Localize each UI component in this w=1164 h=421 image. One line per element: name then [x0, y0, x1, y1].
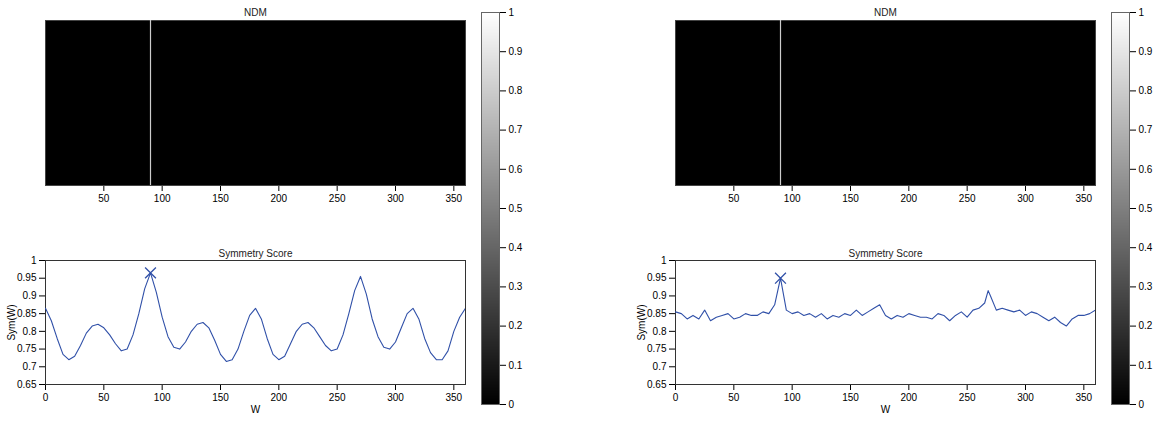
svg-text:350: 350 [1075, 392, 1092, 403]
svg-text:0: 0 [43, 392, 49, 403]
svg-text:50: 50 [98, 193, 110, 204]
svg-text:0: 0 [509, 399, 515, 410]
svg-text:300: 300 [387, 392, 404, 403]
svg-text:0.95: 0.95 [647, 272, 667, 283]
svg-text:50: 50 [728, 193, 740, 204]
svg-text:250: 250 [329, 193, 346, 204]
svg-text:0.75: 0.75 [647, 343, 667, 354]
svg-text:0.4: 0.4 [1139, 242, 1153, 253]
svg-text:NDM: NDM [874, 7, 897, 18]
svg-text:0.1: 0.1 [1139, 360, 1153, 371]
svg-text:1: 1 [509, 7, 515, 18]
svg-text:0.5: 0.5 [509, 203, 523, 214]
svg-text:0.65: 0.65 [17, 379, 37, 390]
svg-text:0.9: 0.9 [1139, 46, 1153, 57]
svg-text:0.7: 0.7 [23, 361, 37, 372]
svg-text:50: 50 [728, 392, 740, 403]
svg-text:350: 350 [445, 392, 462, 403]
svg-text:0.9: 0.9 [509, 46, 523, 57]
svg-text:0.2: 0.2 [1139, 320, 1153, 331]
svg-text:300: 300 [1017, 193, 1034, 204]
svg-text:0.65: 0.65 [647, 379, 667, 390]
svg-text:0.3: 0.3 [1139, 281, 1153, 292]
svg-text:0.7: 0.7 [1139, 124, 1153, 135]
svg-text:0.1: 0.1 [509, 360, 523, 371]
svg-text:NDM: NDM [244, 7, 267, 18]
svg-text:150: 150 [842, 193, 859, 204]
svg-text:200: 200 [900, 193, 917, 204]
svg-text:250: 250 [959, 392, 976, 403]
svg-text:350: 350 [1075, 193, 1092, 204]
svg-text:300: 300 [1017, 392, 1034, 403]
svg-text:100: 100 [154, 392, 171, 403]
svg-text:100: 100 [154, 193, 171, 204]
svg-text:0.2: 0.2 [509, 320, 523, 331]
svg-text:150: 150 [842, 392, 859, 403]
svg-text:1: 1 [661, 255, 667, 266]
svg-text:0.75: 0.75 [17, 343, 37, 354]
svg-text:150: 150 [212, 392, 229, 403]
svg-text:50: 50 [98, 392, 110, 403]
svg-text:200: 200 [270, 193, 287, 204]
svg-text:0: 0 [673, 392, 679, 403]
svg-text:350: 350 [445, 193, 462, 204]
svg-text:W: W [881, 404, 891, 415]
svg-text:W: W [251, 404, 261, 415]
svg-text:200: 200 [900, 392, 917, 403]
svg-text:200: 200 [270, 392, 287, 403]
svg-text:250: 250 [329, 392, 346, 403]
svg-text:1: 1 [1139, 7, 1145, 18]
svg-text:0.6: 0.6 [509, 164, 523, 175]
svg-text:0.95: 0.95 [17, 272, 37, 283]
svg-text:0.7: 0.7 [509, 124, 523, 135]
svg-text:100: 100 [784, 193, 801, 204]
svg-text:0.8: 0.8 [23, 326, 37, 337]
svg-text:0.8: 0.8 [509, 85, 523, 96]
svg-text:100: 100 [784, 392, 801, 403]
svg-text:0.8: 0.8 [653, 326, 667, 337]
svg-text:0.9: 0.9 [653, 290, 667, 301]
svg-text:0.6: 0.6 [1139, 164, 1153, 175]
svg-text:0: 0 [1139, 399, 1145, 410]
svg-text:0.4: 0.4 [509, 242, 523, 253]
svg-text:0.5: 0.5 [1139, 203, 1153, 214]
svg-text:0.3: 0.3 [509, 281, 523, 292]
svg-text:250: 250 [959, 193, 976, 204]
svg-text:1: 1 [31, 255, 37, 266]
svg-text:0.7: 0.7 [653, 361, 667, 372]
svg-text:Sym(W): Sym(W) [6, 304, 17, 340]
svg-text:Sym(W): Sym(W) [636, 304, 647, 340]
svg-text:0.8: 0.8 [1139, 85, 1153, 96]
svg-text:0.9: 0.9 [23, 290, 37, 301]
svg-text:0.85: 0.85 [647, 308, 667, 319]
svg-text:0.85: 0.85 [17, 308, 37, 319]
svg-text:150: 150 [212, 193, 229, 204]
svg-text:Symmetry Score: Symmetry Score [849, 248, 923, 259]
svg-text:300: 300 [387, 193, 404, 204]
svg-text:Symmetry Score: Symmetry Score [219, 248, 293, 259]
